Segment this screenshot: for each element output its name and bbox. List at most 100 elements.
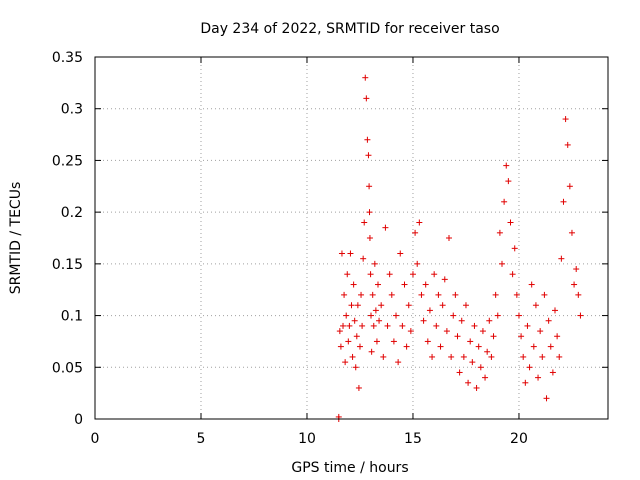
data-point [401,281,408,288]
data-point [558,255,565,262]
data-point [475,343,482,350]
data-point [454,333,461,340]
data-point [526,364,533,371]
plot-frame [94,56,609,420]
data-point [505,178,512,185]
data-point [437,343,444,350]
data-point [564,141,571,148]
data-point [344,271,351,278]
data-point [366,209,373,216]
data-point [362,74,369,81]
data-point [386,271,393,278]
tick-labels: 0 0.05 0.1 0.15 0.2 0.25 0.3 0.35 0 5 10 15 20 [52,50,528,447]
data-point [359,322,366,329]
data-point [376,317,383,324]
data-point [566,183,573,190]
y-tick-label: 0.15 [52,257,83,273]
data-point [390,338,397,345]
data-point [547,343,554,350]
data-point [490,333,497,340]
data-point [422,281,429,288]
data-point [336,328,343,335]
data-point [355,384,362,391]
data-point [403,343,410,350]
data-points [335,74,584,422]
data-point [450,312,457,319]
data-point [337,343,344,350]
data-point [367,271,374,278]
data-point [351,317,358,324]
data-point [358,291,365,298]
data-point [522,379,529,386]
data-point [477,364,484,371]
data-point [352,364,359,371]
data-point [462,302,469,309]
data-point [568,229,575,236]
data-point [439,302,446,309]
data-point [541,291,548,298]
data-point [346,322,353,329]
data-point [347,250,354,257]
data-point [484,348,491,355]
y-tick-label: 0.3 [61,102,83,118]
data-point [524,322,531,329]
data-point [456,369,463,376]
data-point [397,250,404,257]
data-point [416,219,423,226]
data-point [345,338,352,345]
data-point [364,136,371,143]
data-point [520,353,527,360]
data-point [486,317,493,324]
data-point [424,338,431,345]
data-point [528,281,535,288]
data-point [340,322,347,329]
data-point [368,312,375,319]
data-point [371,260,378,267]
data-point [429,353,436,360]
data-point [343,312,350,319]
axis-ticks [94,56,608,420]
data-point [562,116,569,123]
data-point [409,271,416,278]
data-point [384,322,391,329]
data-point [530,343,537,350]
data-point [460,353,467,360]
grid-lines [95,57,608,419]
data-point [573,266,580,273]
data-point [373,338,380,345]
data-point [537,328,544,335]
data-point [515,312,522,319]
data-point [560,198,567,205]
data-point [399,322,406,329]
data-point [539,353,546,360]
x-tick-label: 15 [404,431,422,447]
data-point [361,219,368,226]
y-tick-label: 0.35 [52,50,83,66]
data-point [431,271,438,278]
data-point [418,291,425,298]
x-tick-label: 20 [510,431,528,447]
data-point [545,317,552,324]
data-point [360,255,367,262]
data-point [407,328,414,335]
x-tick-label: 0 [91,431,100,447]
data-point [532,302,539,309]
data-point [370,322,377,329]
data-point [366,183,373,190]
data-point [479,328,486,335]
data-point [348,302,355,309]
data-point [501,198,508,205]
data-point [471,322,478,329]
data-point [494,312,501,319]
data-point [380,353,387,360]
data-point [420,317,427,324]
data-point [511,245,518,252]
data-point [433,322,440,329]
data-point [354,302,361,309]
data-point [388,291,395,298]
data-point [543,395,550,402]
data-point [368,348,375,355]
data-point [441,276,448,283]
data-point [556,353,563,360]
data-point [448,353,455,360]
